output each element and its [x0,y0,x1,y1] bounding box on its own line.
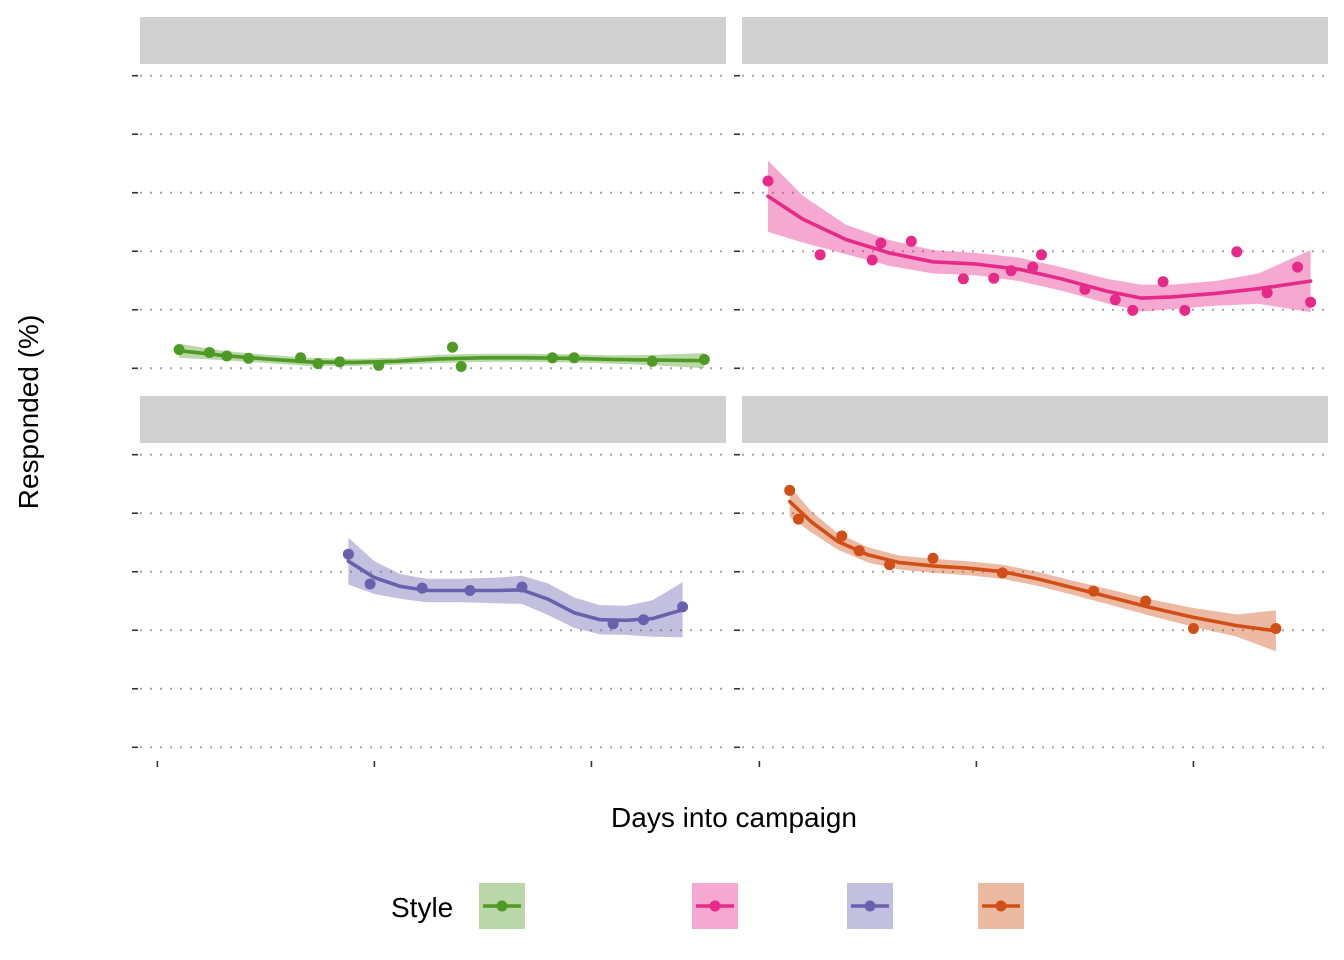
legend-entry-t-f [978,883,1024,929]
data-point [295,352,307,364]
confidence-band [789,486,1276,652]
facet-panel-fact-hotline [132,17,726,372]
data-point [1179,304,1191,316]
data-point [988,272,1000,284]
data-point [455,361,467,372]
data-point [814,249,826,261]
data-point [342,548,354,560]
facet-panel-t-f [734,396,1328,767]
data-point [243,352,254,364]
x-axis-title: Days into campaign [611,802,857,833]
data-point [1005,265,1017,277]
data-point [364,578,376,590]
data-point [1231,246,1243,258]
data-point [1157,276,1169,288]
confidence-band [768,160,1311,313]
data-point [1261,287,1273,299]
legend: Style [391,883,1024,929]
data-point [927,552,939,564]
data-point [546,352,558,364]
data-point [1109,294,1121,306]
data-point [516,581,528,593]
data-point [762,175,774,187]
data-point [853,545,865,557]
facet-panels [132,17,1328,767]
data-point [416,582,428,594]
data-point [1187,623,1199,634]
data-point [1270,623,1282,634]
data-point [221,350,233,362]
data-point [677,601,689,613]
data-point [996,567,1008,579]
confidence-band [179,343,705,369]
facet-panel-quiz [132,396,726,767]
legend-key-point [995,900,1007,912]
data-point [646,355,658,367]
data-point [447,341,458,353]
legend-title: Style [391,892,453,923]
smooth-fit-line [766,194,1313,300]
data-point [905,235,917,247]
data-point [884,559,896,571]
data-point [875,237,887,249]
data-point [638,614,649,626]
data-point [1140,595,1152,607]
data-point [464,585,476,596]
data-point [784,484,796,496]
data-point [1305,296,1317,308]
data-point [792,513,804,525]
data-point [1079,283,1091,295]
data-point [1127,304,1139,316]
data-point [334,356,346,368]
data-point [957,273,969,285]
data-point [607,618,619,630]
facet-strip [742,17,1328,64]
smooth-fit-line [177,348,707,365]
legend-entry-more [692,883,738,929]
legend-entry-fact-hotline [479,883,525,929]
data-point [1088,585,1100,597]
facet-strip [742,396,1328,443]
data-point [866,254,878,266]
data-point [373,359,385,371]
facet-panel-more [734,17,1328,370]
facet-strip [140,396,726,443]
data-point [1027,261,1039,273]
data-point [698,354,710,365]
legend-key-point [864,900,876,912]
data-point [312,358,324,370]
data-point [1036,249,1047,261]
facet-strip [140,17,726,64]
confidence-band [348,537,683,638]
legend-key-point [709,900,721,912]
legend-key-point [496,900,508,912]
data-point [836,530,848,542]
data-point [568,352,580,364]
data-point [204,347,215,358]
data-point [1292,261,1304,273]
y-axis-title: Responded (%) [13,315,44,510]
legend-entry-quiz [847,883,893,929]
data-point [173,344,185,356]
